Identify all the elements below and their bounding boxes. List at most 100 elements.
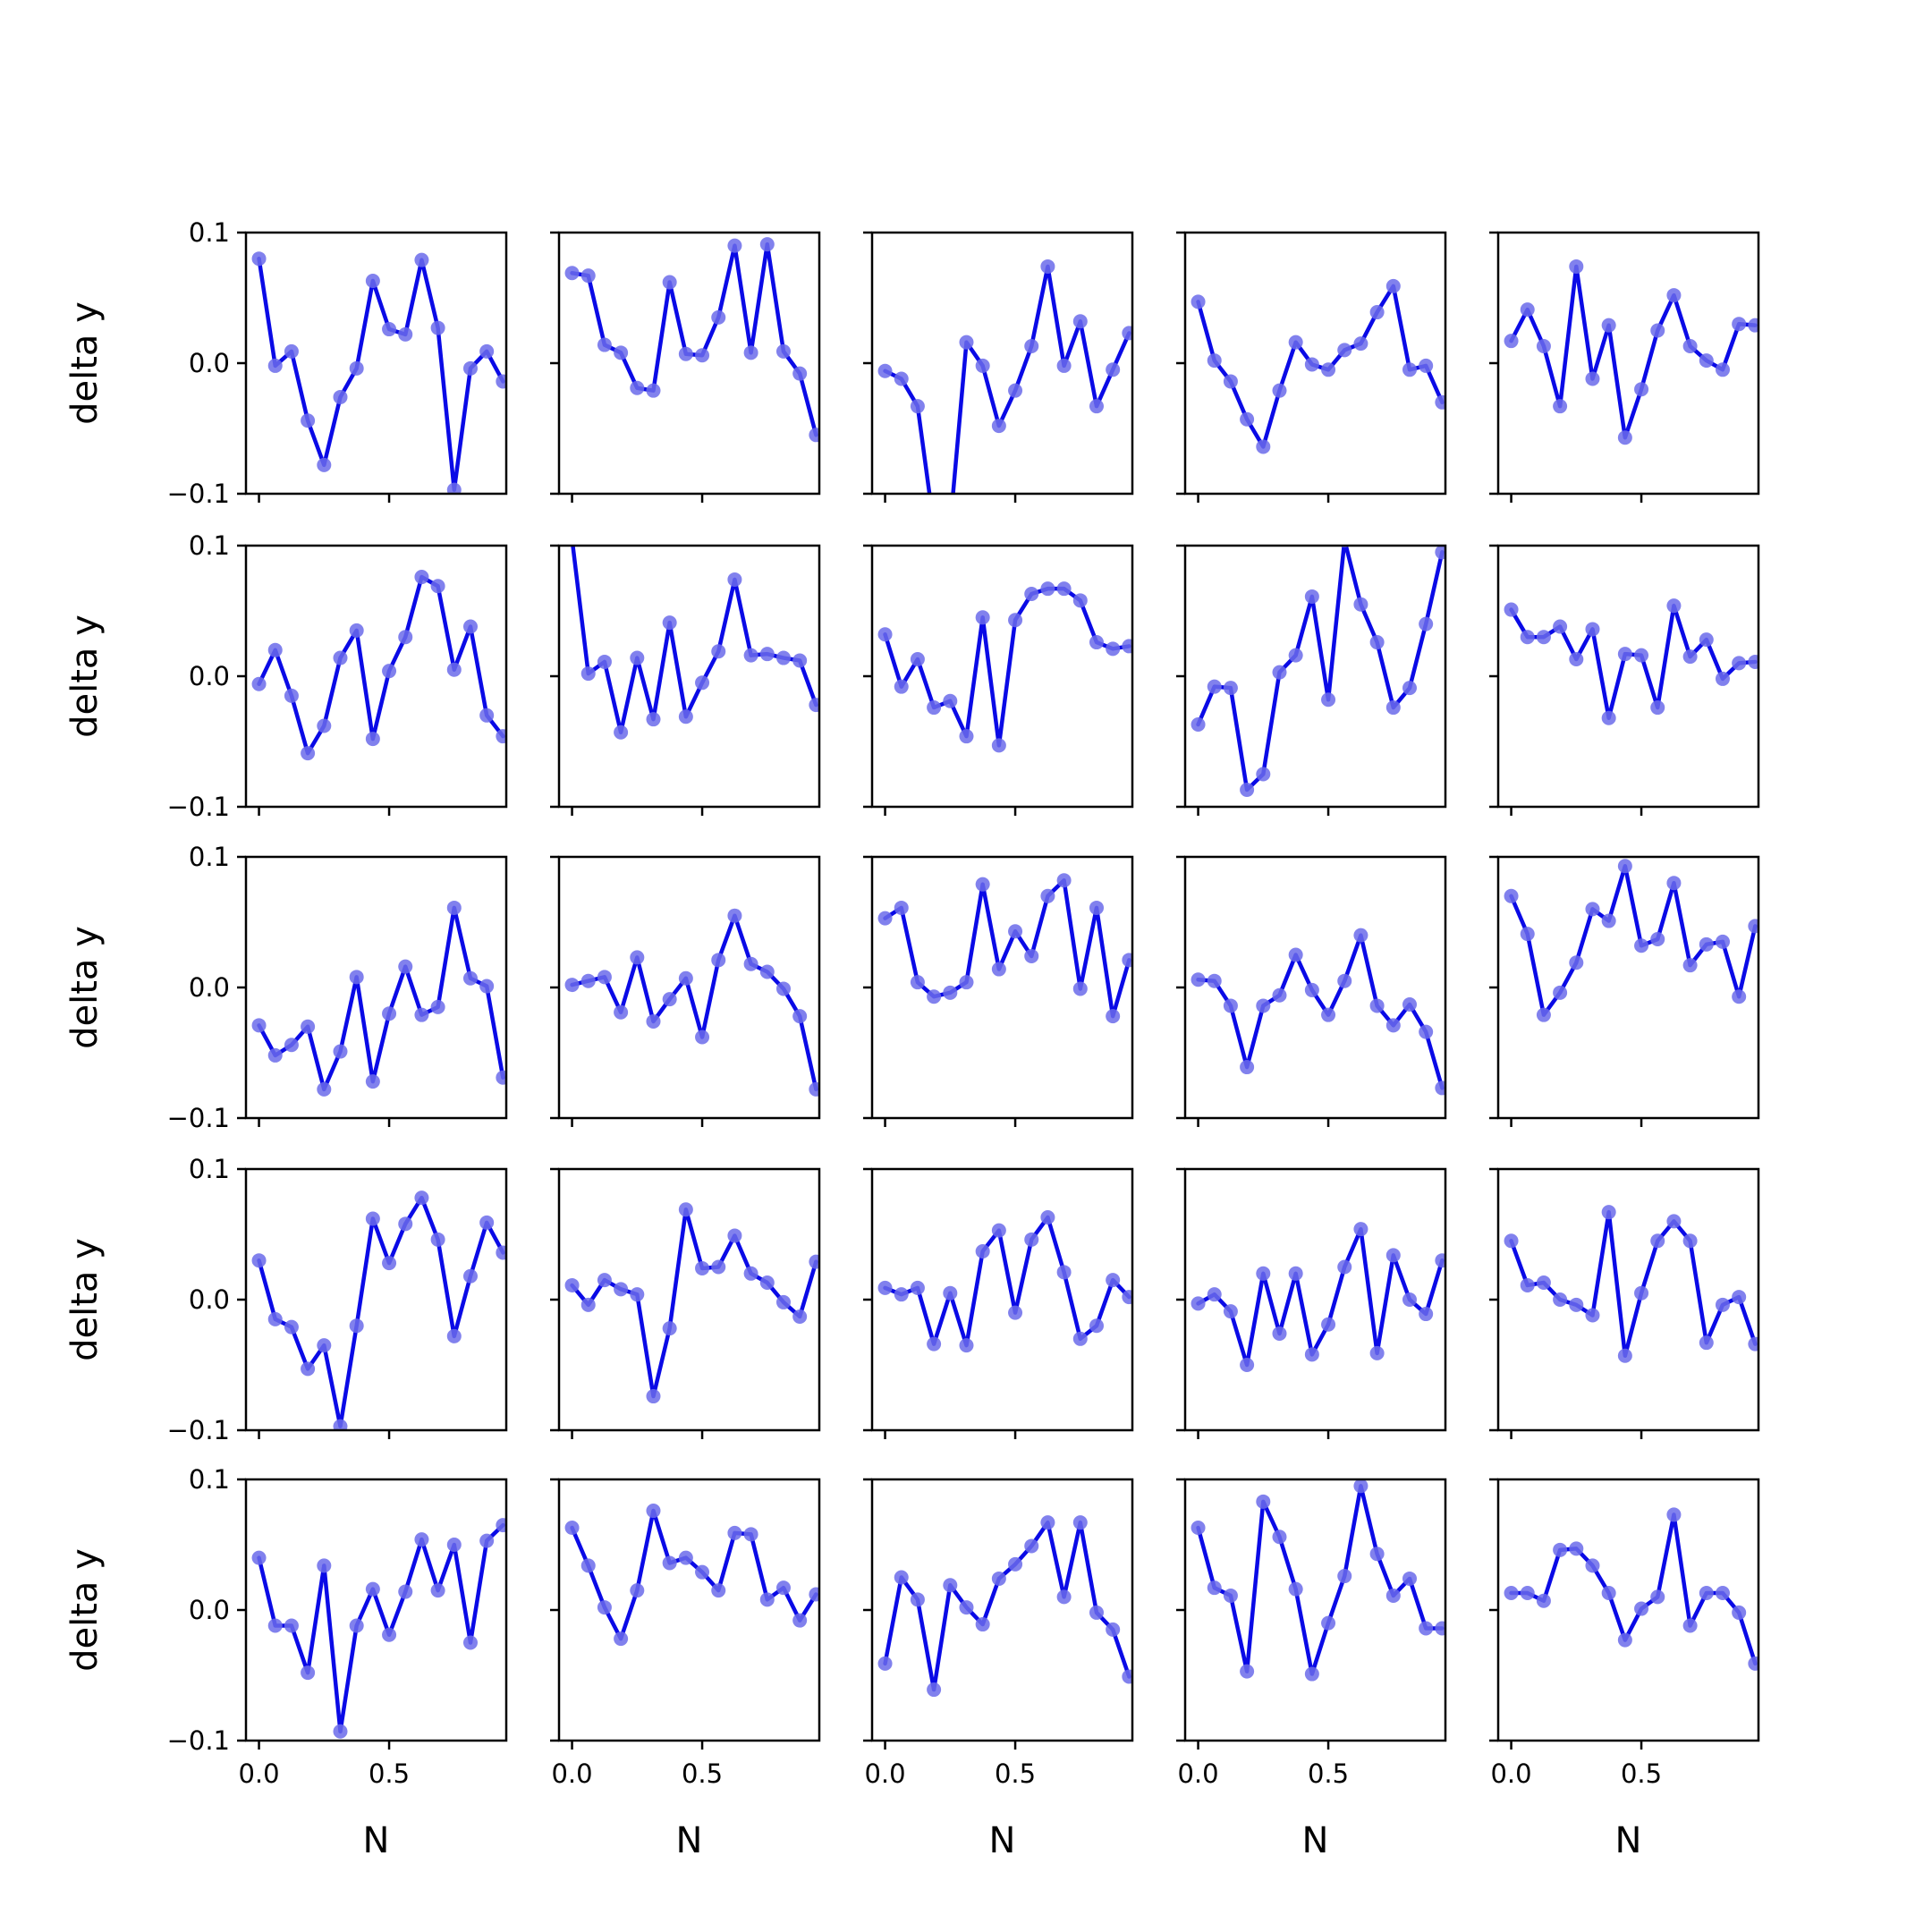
- data-point: [317, 457, 332, 472]
- data-point: [1072, 1515, 1088, 1530]
- series-5: [1504, 258, 1758, 445]
- data-point: [1207, 1580, 1222, 1596]
- data-point: [695, 675, 710, 691]
- data-point: [927, 520, 941, 534]
- data-point: [301, 1665, 316, 1681]
- data-point: [1715, 1586, 1730, 1601]
- data-point: [1504, 334, 1519, 349]
- data-point: [1585, 1558, 1600, 1573]
- data-point: [365, 732, 380, 747]
- data-point: [267, 1311, 283, 1326]
- data-point: [991, 1223, 1006, 1238]
- data-point: [1601, 913, 1616, 928]
- data-point: [267, 358, 283, 373]
- data-point: [1008, 924, 1023, 939]
- data-point: [1699, 1586, 1714, 1601]
- data-point: [1089, 635, 1104, 650]
- data-point: [1056, 1265, 1072, 1280]
- y-tick-label: 0.0: [189, 661, 230, 691]
- data-point: [462, 619, 478, 634]
- data-point: [580, 973, 596, 988]
- data-point: [496, 1245, 506, 1260]
- subplot-2-1: −0.1 0.0 0.1 delta y: [64, 530, 508, 822]
- data-point: [1321, 362, 1336, 377]
- data-point: [1520, 927, 1535, 942]
- data-point: [727, 238, 742, 253]
- data-point: [991, 738, 1006, 753]
- data-point: [614, 724, 629, 740]
- data-point: [894, 900, 909, 915]
- data-point: [1122, 953, 1132, 968]
- data-point: [910, 975, 925, 990]
- y-tick-label: 0.1: [189, 842, 230, 872]
- data-point: [1666, 1214, 1682, 1229]
- data-point: [1650, 1233, 1665, 1249]
- data-point: [446, 482, 462, 494]
- series-2: [564, 237, 819, 443]
- axes-frame: [1496, 231, 1760, 496]
- data-point: [1585, 902, 1600, 917]
- data-point: [1402, 681, 1417, 696]
- y-tick-label: 0.0: [189, 972, 230, 1003]
- data-point: [1748, 919, 1758, 934]
- data-point: [1650, 700, 1665, 716]
- data-point: [1288, 1266, 1303, 1281]
- data-point: [1089, 399, 1104, 414]
- data-point: [1715, 1297, 1730, 1312]
- data-point: [1369, 1345, 1385, 1360]
- series-line: [257, 905, 505, 1092]
- series-10: [1504, 598, 1758, 725]
- y-tick-label: 0.0: [189, 1595, 230, 1625]
- data-point: [1056, 581, 1072, 597]
- y-axis-label: delta y: [64, 926, 106, 1049]
- data-point: [398, 1216, 413, 1232]
- data-point: [1385, 1588, 1401, 1603]
- data-point: [1385, 1018, 1401, 1033]
- data-point: [1682, 958, 1698, 973]
- data-point: [333, 1044, 348, 1059]
- data-point: [809, 1081, 819, 1097]
- data-point: [695, 1260, 710, 1275]
- data-point: [1122, 1290, 1132, 1305]
- data-point: [1617, 430, 1632, 445]
- data-point: [1569, 1297, 1584, 1312]
- series-line: [1196, 284, 1445, 449]
- data-point: [1520, 302, 1535, 318]
- y-axis-label: delta y: [64, 1548, 106, 1672]
- data-point: [580, 1558, 596, 1573]
- data-point: [1385, 700, 1401, 716]
- subplot-2-5: [1489, 544, 1760, 816]
- data-point: [1536, 339, 1551, 354]
- axes-frame: [870, 855, 1134, 1120]
- data-point: [414, 252, 429, 267]
- data-point: [1240, 1358, 1255, 1372]
- data-point: [975, 877, 990, 892]
- data-point: [759, 964, 775, 979]
- data-point: [414, 1532, 429, 1547]
- data-point: [1207, 679, 1222, 694]
- data-point: [711, 1583, 726, 1598]
- data-point: [1191, 1521, 1206, 1536]
- data-point: [792, 1309, 808, 1324]
- data-point: [1520, 1586, 1535, 1601]
- data-point: [695, 348, 710, 363]
- data-point: [1385, 1248, 1401, 1263]
- data-point: [630, 1287, 645, 1302]
- series-24: [1191, 1479, 1445, 1682]
- series-line: [570, 1208, 818, 1399]
- y-tick-label: 0.1: [189, 217, 230, 248]
- data-point: [267, 642, 283, 657]
- data-point: [1536, 1593, 1551, 1608]
- series-line: [883, 264, 1131, 494]
- data-point: [1207, 973, 1222, 988]
- data-point: [597, 654, 612, 669]
- y-tick-label: −0.1: [167, 1103, 230, 1133]
- data-point: [1435, 1080, 1445, 1096]
- y-tick-label: −0.1: [167, 1415, 230, 1445]
- data-point: [365, 1581, 380, 1597]
- data-point: [630, 950, 645, 965]
- data-point: [759, 1592, 775, 1607]
- data-point: [1715, 362, 1730, 377]
- data-point: [678, 709, 693, 724]
- series-13: [877, 873, 1132, 1024]
